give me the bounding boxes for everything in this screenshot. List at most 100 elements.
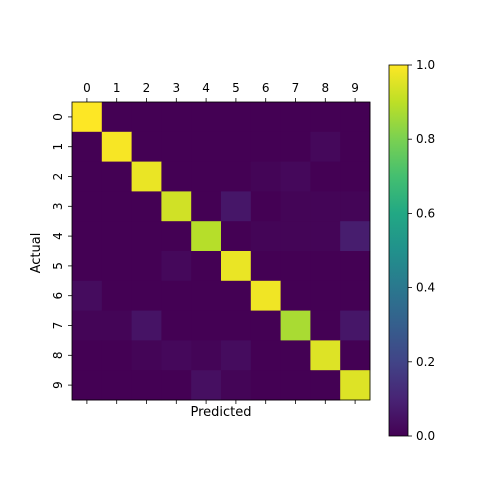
heatmap-cell-3-8 (310, 191, 341, 222)
x-tick-label-1: 1 (113, 81, 121, 95)
heatmap-cell-2-0 (72, 161, 103, 192)
heatmap-cell-0-1 (101, 102, 132, 133)
heatmap-cell-0-4 (191, 102, 222, 133)
y-tick-label-2: 2 (51, 173, 65, 181)
heatmap-cells (72, 102, 371, 401)
heatmap-cell-9-1 (101, 370, 132, 401)
colorbar-tick-label-4: 0.8 (416, 132, 435, 146)
heatmap-cell-4-9 (340, 221, 371, 252)
heatmap-cell-7-9 (340, 310, 371, 341)
colorbar-tick-label-3: 0.6 (416, 206, 435, 220)
heatmap-cell-4-6 (250, 221, 281, 252)
heatmap-cell-9-8 (310, 370, 341, 401)
colorbar-tick-label-2: 0.4 (416, 281, 435, 295)
y-tick-label-6: 6 (51, 292, 65, 300)
heatmap-cell-3-9 (340, 191, 371, 222)
heatmap-cell-4-5 (221, 221, 252, 252)
heatmap-cell-4-7 (280, 221, 311, 252)
heatmap-cell-5-2 (131, 251, 162, 282)
heatmap-cell-1-1 (101, 131, 132, 162)
heatmap-cell-9-2 (131, 370, 162, 401)
heatmap-cell-4-1 (101, 221, 132, 252)
colorbar-tick-label-5: 1.0 (416, 58, 435, 72)
heatmap-cell-4-2 (131, 221, 162, 252)
heatmap-cell-9-6 (250, 370, 281, 401)
x-tick-label-4: 4 (202, 81, 210, 95)
heatmap-cell-6-4 (191, 280, 222, 311)
y-tick-label-0: 0 (51, 113, 65, 121)
heatmap-cell-9-5 (221, 370, 252, 401)
heatmap-cell-4-3 (161, 221, 192, 252)
heatmap-cell-5-4 (191, 251, 222, 282)
heatmap-cell-2-3 (161, 161, 192, 192)
heatmap-cell-7-3 (161, 310, 192, 341)
heatmap-cell-3-7 (280, 191, 311, 222)
heatmap-cell-8-6 (250, 340, 281, 371)
colorbar-tick-label-0: 0.0 (416, 429, 435, 443)
y-tick-label-4: 4 (51, 232, 65, 240)
colorbar-tick-label-1: 0.2 (416, 355, 435, 369)
heatmap-cell-6-9 (340, 280, 371, 311)
y-tick-label-8: 8 (51, 351, 65, 359)
heatmap-cell-0-3 (161, 102, 192, 133)
heatmap-cell-5-7 (280, 251, 311, 282)
heatmap-cell-7-8 (310, 310, 341, 341)
heatmap-cell-0-9 (340, 102, 371, 133)
heatmap-cell-2-8 (310, 161, 341, 192)
heatmap-cell-2-4 (191, 161, 222, 192)
heatmap-cell-9-4 (191, 370, 222, 401)
colorbar-ticks: 0.0 0.2 0.4 0.6 0.8 1.0 (408, 58, 435, 443)
x-ticks: 0 1 2 3 4 5 6 7 8 9 (83, 81, 359, 404)
y-tick-label-3: 3 (51, 202, 65, 210)
heatmap-cell-3-2 (131, 191, 162, 222)
heatmap-cell-8-2 (131, 340, 162, 371)
heatmap-cell-5-5 (221, 251, 252, 282)
heatmap-cell-0-6 (250, 102, 281, 133)
x-tick-label-7: 7 (292, 81, 300, 95)
plot-frame (71, 101, 371, 401)
heatmap-cell-6-6 (250, 280, 281, 311)
heatmap-cell-1-8 (310, 131, 341, 162)
y-axis-label: Actual (29, 233, 44, 274)
x-tick-label-0: 0 (83, 81, 91, 95)
heatmap-cell-5-8 (310, 251, 341, 282)
heatmap-cell-3-4 (191, 191, 222, 222)
colorbar (388, 64, 409, 437)
heatmap-cell-4-4 (191, 221, 222, 252)
heatmap-cell-1-9 (340, 131, 371, 162)
heatmap-cell-2-2 (131, 161, 162, 192)
heatmap-cell-2-7 (280, 161, 311, 192)
x-tick-label-2: 2 (143, 81, 151, 95)
heatmap-cell-0-0 (72, 102, 103, 133)
heatmap-cell-8-3 (161, 340, 192, 371)
heatmap-cell-8-4 (191, 340, 222, 371)
heatmap-cell-9-3 (161, 370, 192, 401)
heatmap-cell-3-1 (101, 191, 132, 222)
heatmap-cell-7-0 (72, 310, 103, 341)
x-tick-label-9: 9 (351, 81, 359, 95)
heatmap-cell-9-7 (280, 370, 311, 401)
heatmap-cell-1-2 (131, 131, 162, 162)
heatmap-cell-3-5 (221, 191, 252, 222)
y-tick-label-9: 9 (51, 381, 65, 389)
x-axis-label: Predicted (190, 405, 251, 420)
heatmap-cell-5-1 (101, 251, 132, 282)
heatmap-cell-2-9 (340, 161, 371, 192)
heatmap-cell-1-0 (72, 131, 103, 162)
heatmap-cell-6-5 (221, 280, 252, 311)
heatmap-cell-9-0 (72, 370, 103, 401)
heatmap-cell-5-0 (72, 251, 103, 282)
y-tick-label-7: 7 (51, 322, 65, 330)
heatmap-cell-6-2 (131, 280, 162, 311)
heatmap-cell-8-1 (101, 340, 132, 371)
heatmap-cell-2-1 (101, 161, 132, 192)
heatmap-cell-8-9 (340, 340, 371, 371)
heatmap-cell-5-6 (250, 251, 281, 282)
y-tick-label-5: 5 (51, 262, 65, 270)
heatmap-cell-1-4 (191, 131, 222, 162)
y-ticks: 0 1 2 3 4 5 6 7 8 9 (51, 113, 72, 389)
heatmap-cell-0-7 (280, 102, 311, 133)
heatmap-cell-4-0 (72, 221, 103, 252)
heatmap-cell-6-0 (72, 280, 103, 311)
